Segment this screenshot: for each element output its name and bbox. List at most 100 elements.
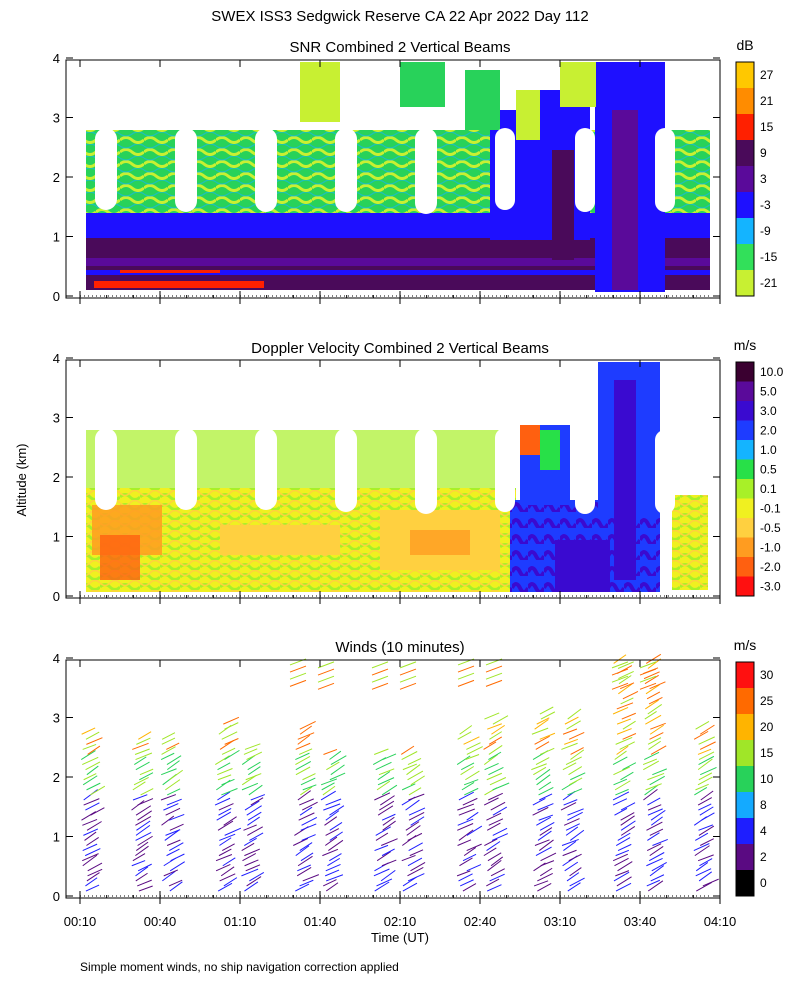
colorbar-label: 10 [760,772,774,786]
wind-barb [567,708,582,720]
wind-barb [323,748,338,755]
colorbar-label: 9 [760,146,767,160]
wind-barb [615,849,630,857]
wind-barb [457,823,474,831]
wind-barb [613,871,630,882]
colorbar-frame [735,61,755,297]
wind-barb [540,860,555,867]
wind-barb [459,725,473,735]
wind-barb [539,827,553,836]
colorbar-label: 1.0 [760,443,777,457]
wind-barb [375,826,391,836]
wind-barb [534,839,550,846]
colorbar-label: -0.5 [760,521,781,535]
wind-barb [218,808,232,816]
doppler-warm-3 [220,525,340,555]
y-tick-label: 2 [53,470,60,485]
wind-barb [615,882,632,892]
doppler-east [672,495,708,590]
snr-gap-6 [495,128,515,210]
wind-barb [611,682,629,690]
wind-barb [405,799,420,811]
wind-barb [458,873,473,882]
wind-barb [90,785,106,796]
wind-barb [539,747,555,755]
wind-barb [400,745,415,755]
colorbar-frame [735,661,755,897]
wind-barb [163,803,179,811]
snr-gap-1 [95,128,117,210]
wind-barb [642,758,658,766]
y-tick-label: 3 [53,111,60,126]
wind-barb [569,829,585,841]
wind-barb [538,814,554,821]
colorbar-unit: dB [736,37,753,53]
colorbar-swatch [736,557,754,577]
wind-barb [302,773,316,781]
wind-barb [296,866,312,877]
wind-barb [215,755,230,766]
wind-barb [646,858,663,867]
wind-barb [457,672,475,680]
wind-barb [244,881,259,892]
wind-barb [486,884,502,892]
wind-barb [248,766,261,776]
wind-barb [485,672,503,680]
wind-barb [405,821,420,831]
wind-barb [220,866,235,877]
wind-barb [562,762,577,771]
y-tick-label: 1 [53,530,60,545]
wind-barb [135,841,149,851]
colorbar-swatch [736,166,754,192]
y-tick-label: 1 [53,230,60,245]
panel-snr: SNR Combined 2 Vertical Beams [53,37,778,304]
wind-barb [377,771,391,781]
wind-barb [563,840,577,851]
y-tick-label: 2 [53,770,60,785]
wind-barb [135,761,150,771]
wind-barb [302,874,320,882]
wind-barb [702,878,719,887]
wind-barb [534,735,550,745]
wind-barb [464,787,479,796]
wind-barb [616,718,632,725]
wind-barb [568,777,583,786]
wind-barb [86,782,101,791]
wind-barb [221,731,238,740]
wind-barb [165,779,181,791]
wind-barb [650,816,663,826]
wind-barb [489,873,505,882]
wind-barb [567,882,581,892]
wind-barb [648,740,661,750]
wind-barb [611,675,629,683]
colorbar-label: 3 [760,172,767,186]
wind-barb [644,674,659,685]
wind-barb [492,782,510,791]
x-tick-label: 00:40 [144,914,177,929]
wind-barb [245,773,262,781]
wind-barb [168,879,183,887]
wind-barb [698,772,713,781]
panel-title-snr: SNR Combined 2 Vertical Beams [290,39,511,56]
wind-barb [645,714,662,725]
wind-barb [459,879,474,887]
wind-barb [694,845,710,857]
wind-barb [162,870,176,882]
wind-barb [616,702,634,710]
y-axis-label: Altitude (km) [14,444,29,517]
wind-barb [221,778,235,786]
wind-barb [537,882,552,892]
colorbar-label: 0.1 [760,482,777,496]
colorbar-swatch [736,792,754,818]
wind-barb [243,748,258,755]
doppler-warm-2 [100,535,140,580]
wind-barb [538,786,554,796]
wind-barb [492,827,508,836]
colorbar-label: -0.1 [760,501,781,515]
wind-barb [300,823,317,831]
wind-barb [456,870,471,877]
doppler-gap-2 [175,428,197,510]
wind-barb [381,859,397,867]
y-tick-label: 3 [53,711,60,726]
x-tick-label: 01:10 [224,914,257,929]
